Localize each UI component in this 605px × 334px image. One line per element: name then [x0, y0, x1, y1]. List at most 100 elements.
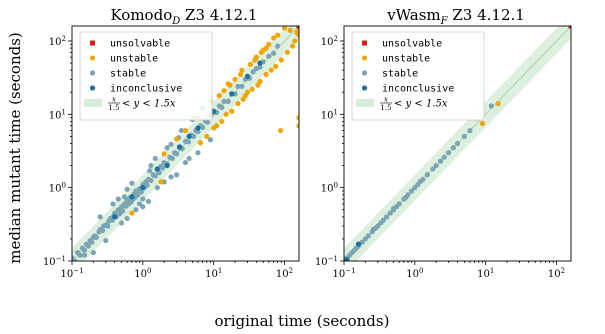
data-point-stable [185, 139, 192, 145]
legend-marker-unstable [89, 55, 96, 61]
data-point-unsolvable [568, 26, 571, 29]
tick-base: 10 [332, 269, 345, 280]
tick-base: 10 [276, 269, 289, 280]
data-point-stable [118, 220, 125, 226]
tick-base: 10 [60, 269, 73, 280]
data-point-stable [384, 214, 390, 220]
tick-exponent: −1 [73, 267, 83, 275]
data-point-stable [110, 201, 116, 207]
legend-box [351, 31, 485, 121]
data-point-stable [195, 129, 201, 135]
y-tick-label: 101 [321, 108, 338, 121]
legend: unsolvable unstable stable inconclusivex1.5… [79, 31, 213, 121]
legend-band-swatch [356, 99, 374, 107]
data-point-stable [85, 243, 91, 249]
legend-band-label: < y < 1.5x [394, 99, 448, 110]
legend-label-inconclusive: inconclusive [382, 84, 454, 95]
data-point-unstable [263, 45, 269, 51]
data-point-stable [424, 172, 430, 178]
tick-exponent: −1 [328, 255, 338, 263]
data-point-stable [225, 98, 231, 104]
y-tick-label: 100 [321, 182, 338, 195]
data-point-inconclusive [112, 214, 118, 220]
data-point-unstable [287, 27, 293, 33]
y-axis-label: median mutant time (seconds) [6, 32, 24, 264]
data-point-stable [219, 104, 225, 111]
tick-exponent: 1 [490, 267, 494, 275]
data-point-stable [152, 155, 158, 162]
data-point-stable [250, 69, 256, 75]
data-point-unstable [296, 123, 299, 129]
data-point-stable [115, 207, 121, 213]
data-point-stable [138, 189, 144, 195]
legend-marker-unsolvable [90, 40, 95, 46]
data-point-unstable [182, 127, 189, 134]
tick-exponent: 0 [419, 267, 423, 275]
tick-base: 10 [134, 269, 147, 280]
data-point-unstable [263, 71, 269, 78]
data-point-inconclusive [244, 73, 251, 79]
x-tick-label: 100 [134, 267, 151, 280]
panel-vwasm: vWasmF Z3 4.12.1 10−1 100 101 10210−1100101… [315, 6, 572, 280]
data-point-unsolvable [296, 26, 299, 29]
data-point-stable [121, 194, 128, 200]
data-point-stable [365, 233, 371, 239]
data-point-stable [72, 258, 78, 261]
tick-exponent: 2 [334, 35, 338, 43]
data-point-unstable [290, 43, 296, 49]
tick-base: 10 [49, 184, 62, 195]
data-point-stable [105, 223, 111, 229]
data-point-stable [204, 119, 211, 125]
data-point-stable [454, 140, 461, 147]
panel-title: KomodoD Z3 4.12.1 [111, 6, 258, 27]
data-point-stable [124, 186, 130, 192]
data-point-unstable [239, 67, 245, 73]
data-point-stable [168, 141, 174, 147]
data-point-unstable [204, 133, 210, 139]
data-point-unstable [479, 120, 486, 127]
legend-band-denominator: 1.5 [108, 104, 119, 112]
tick-base: 10 [321, 184, 334, 195]
tick-exponent: 1 [62, 108, 66, 116]
legend-band-swatch [84, 99, 102, 107]
data-point-stable [135, 192, 141, 198]
data-point-unstable [238, 71, 244, 78]
data-point-unstable [221, 88, 227, 94]
data-point-stable [417, 178, 424, 184]
tick-base: 10 [321, 110, 334, 121]
data-point-unstable [174, 136, 180, 142]
legend-marker-inconclusive [89, 85, 96, 91]
data-point-unstable [258, 49, 264, 55]
data-point-stable [129, 180, 135, 186]
data-point-stable [103, 237, 109, 244]
x-tick-label: 10−1 [332, 267, 355, 280]
data-point-stable [148, 162, 154, 169]
legend-marker-unsolvable [362, 40, 367, 46]
data-point-inconclusive [154, 166, 160, 172]
data-point-stable [144, 182, 150, 188]
x-tick-label: 100 [406, 267, 423, 280]
data-point-stable [169, 155, 175, 162]
data-point-stable [235, 83, 241, 90]
y-tick-label: 102 [49, 35, 66, 48]
y-tick-label: 102 [321, 35, 338, 48]
data-point-stable [446, 150, 452, 156]
data-point-unstable [495, 100, 501, 107]
tick-exponent: 2 [289, 267, 293, 275]
panel-komodo: KomodoD Z3 4.12.1 10−1 100 101 10210−110010… [43, 6, 300, 280]
y-tick-label: 101 [49, 108, 66, 121]
data-point-stable [488, 103, 494, 109]
data-point-unstable [244, 89, 251, 95]
data-point-unstable [235, 100, 241, 107]
legend-band-denominator: 1.5 [380, 104, 391, 112]
y-tick-label: 100 [49, 182, 66, 195]
data-point-unstable [223, 111, 229, 117]
data-point-stable [99, 227, 106, 234]
tick-base: 10 [315, 257, 328, 268]
tick-exponent: 2 [561, 267, 565, 275]
data-point-unstable [229, 108, 235, 114]
data-point-inconclusive [229, 91, 235, 97]
tick-base: 10 [43, 257, 56, 268]
x-tick-label: 10−1 [60, 267, 83, 280]
legend-band-label: < y < 1.5x [122, 99, 176, 110]
